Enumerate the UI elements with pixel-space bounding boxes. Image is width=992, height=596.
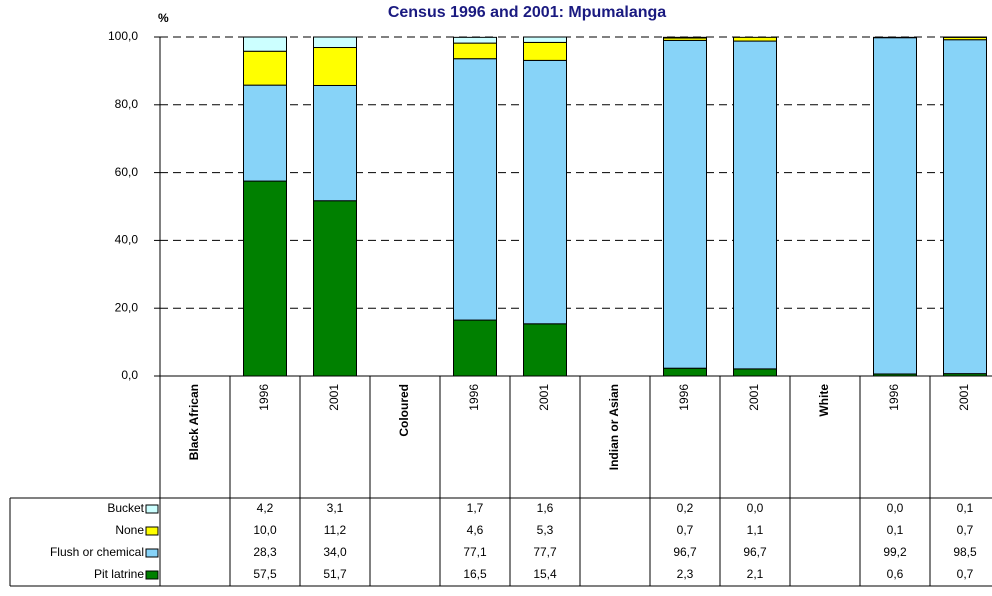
table-value: 96,7 xyxy=(673,545,697,559)
table-value: 28,3 xyxy=(253,545,277,559)
bar-segment xyxy=(243,180,287,377)
bar-segment xyxy=(523,323,567,377)
x-tick-label: 1996 xyxy=(257,384,271,411)
bar-segment xyxy=(313,36,357,49)
table-value: 0,7 xyxy=(957,567,974,581)
bar-segment xyxy=(243,84,287,182)
table-value: 96,7 xyxy=(743,545,767,559)
table-value: 0,1 xyxy=(887,523,904,537)
table-value: 98,5 xyxy=(953,545,977,559)
y-tick-label: 80,0 xyxy=(115,97,139,111)
bar-segment xyxy=(733,368,777,377)
bar-segment xyxy=(453,319,497,377)
table-value: 0,6 xyxy=(887,567,904,581)
table-value: 0,2 xyxy=(677,501,694,515)
table-value: 34,0 xyxy=(323,545,347,559)
legend-label: None xyxy=(115,523,144,537)
bar-segment xyxy=(663,367,707,377)
y-tick-label: 40,0 xyxy=(115,233,139,247)
table-value: 77,7 xyxy=(533,545,557,559)
table-value: 1,7 xyxy=(467,501,484,515)
legend-swatch xyxy=(145,548,159,558)
bar-segment xyxy=(663,39,707,369)
chart-title: Census 1996 and 2001: Mpumalanga xyxy=(388,4,666,21)
x-tick-label: 2001 xyxy=(537,384,551,411)
table-value: 1,1 xyxy=(747,523,764,537)
table-value: 4,2 xyxy=(257,501,274,515)
table-value: 0,7 xyxy=(957,523,974,537)
table-value: 3,1 xyxy=(327,501,344,515)
bar-segment xyxy=(943,39,987,375)
y-tick-label: 20,0 xyxy=(115,300,139,314)
table-value: 15,4 xyxy=(533,567,557,581)
bar-segment xyxy=(243,36,287,52)
bar-segment xyxy=(873,37,917,375)
x-tick-label: 1996 xyxy=(887,384,901,411)
y-tick-label: 60,0 xyxy=(115,165,139,179)
bar-segment xyxy=(313,84,357,202)
bar-segment xyxy=(523,41,567,61)
table-value: 99,2 xyxy=(883,545,907,559)
bar-segment xyxy=(243,50,287,86)
y-tick-label: 100,0 xyxy=(108,29,138,43)
legend-swatch xyxy=(145,570,159,580)
table-value: 57,5 xyxy=(253,567,277,581)
table-value: 0,0 xyxy=(747,501,764,515)
legend-swatch xyxy=(145,504,159,514)
table-value: 2,3 xyxy=(677,567,694,581)
table-value: 2,1 xyxy=(747,567,764,581)
y-tick-label: 0,0 xyxy=(121,368,138,382)
table-value: 11,2 xyxy=(324,523,347,537)
bar-segment xyxy=(523,36,567,43)
legend-label: Flush or chemical xyxy=(50,545,144,559)
x-tick-label: White xyxy=(817,384,831,417)
table-value: 0,0 xyxy=(887,501,904,515)
table-value: 5,3 xyxy=(537,523,554,537)
table-value: 77,1 xyxy=(463,545,487,559)
x-tick-label: 1996 xyxy=(467,384,481,411)
bar-segment xyxy=(733,36,777,42)
legend-label: Pit latrine xyxy=(94,567,144,581)
x-tick-label: Black African xyxy=(187,384,201,460)
bar-segment xyxy=(453,42,497,60)
y-axis-label: % xyxy=(158,11,169,25)
table-value: 0,7 xyxy=(677,523,694,537)
bar-segment xyxy=(453,58,497,321)
bar-segment xyxy=(453,36,497,44)
legend-swatch xyxy=(145,526,159,536)
x-tick-label: 2001 xyxy=(747,384,761,411)
legend-label: Bucket xyxy=(107,501,144,515)
bar-segment xyxy=(313,200,357,377)
table-value: 10,0 xyxy=(253,523,277,537)
x-tick-label: 2001 xyxy=(327,384,341,411)
x-tick-label: 1996 xyxy=(677,384,691,411)
bar-segment xyxy=(313,47,357,86)
table-value: 51,7 xyxy=(323,567,347,581)
bar-segment xyxy=(523,59,567,325)
x-tick-label: 2001 xyxy=(957,384,971,411)
table-value: 4,6 xyxy=(467,523,484,537)
x-tick-label: Indian or Asian xyxy=(607,384,621,470)
table-value: 1,6 xyxy=(537,501,554,515)
bar-segment xyxy=(733,40,777,370)
bar-segment xyxy=(663,36,707,39)
table-value: 0,1 xyxy=(957,501,974,515)
x-tick-label: Coloured xyxy=(397,384,411,437)
table-value: 16,5 xyxy=(463,567,487,581)
